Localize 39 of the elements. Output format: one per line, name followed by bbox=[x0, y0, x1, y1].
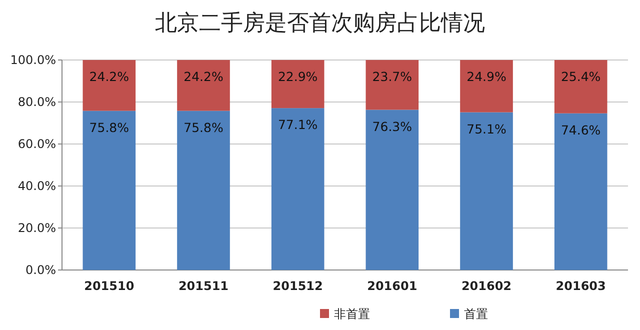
bar bbox=[271, 60, 324, 108]
bar bbox=[554, 60, 608, 114]
data-label: 22.9% bbox=[278, 69, 318, 84]
x-tick-label: 201512 bbox=[272, 279, 323, 293]
data-label: 75.8% bbox=[184, 120, 224, 135]
y-tick-label: 100.0% bbox=[10, 53, 56, 67]
bar bbox=[177, 110, 230, 270]
data-label: 23.7% bbox=[372, 69, 412, 84]
y-tick-label: 0.0% bbox=[26, 263, 56, 277]
legend-label: 非首置 bbox=[334, 307, 370, 321]
legend-label: 首置 bbox=[464, 307, 488, 321]
data-label: 77.1% bbox=[278, 117, 318, 132]
chart-title: 北京二手房是否首次购房占比情况 bbox=[155, 11, 485, 36]
bar bbox=[82, 60, 136, 111]
data-label: 25.4% bbox=[560, 69, 601, 84]
x-tick-label: 201603 bbox=[556, 279, 606, 293]
x-tick-label: 201601 bbox=[367, 279, 418, 293]
data-label: 24.2% bbox=[184, 69, 224, 84]
data-label: 75.1% bbox=[466, 121, 506, 136]
bar bbox=[177, 60, 230, 111]
bar bbox=[460, 60, 513, 112]
data-label: 76.3% bbox=[372, 118, 412, 134]
y-tick-label: 80.0% bbox=[18, 95, 56, 109]
y-tick-label: 20.0% bbox=[18, 221, 56, 235]
y-tick-label: 60.0% bbox=[18, 137, 56, 151]
bar bbox=[460, 112, 513, 270]
x-tick-label: 201511 bbox=[178, 279, 229, 293]
bar bbox=[554, 113, 608, 270]
data-label: 24.9% bbox=[466, 69, 506, 84]
bar bbox=[271, 108, 324, 270]
bar bbox=[366, 60, 419, 110]
data-label: 74.6% bbox=[560, 122, 601, 138]
x-tick-label: 201602 bbox=[461, 279, 512, 293]
bar bbox=[366, 110, 419, 270]
data-label: 24.2% bbox=[89, 69, 130, 84]
data-label: 75.8% bbox=[89, 120, 130, 135]
y-tick-label: 40.0% bbox=[18, 179, 56, 193]
x-tick-label: 201510 bbox=[84, 279, 134, 293]
bar bbox=[82, 110, 136, 270]
